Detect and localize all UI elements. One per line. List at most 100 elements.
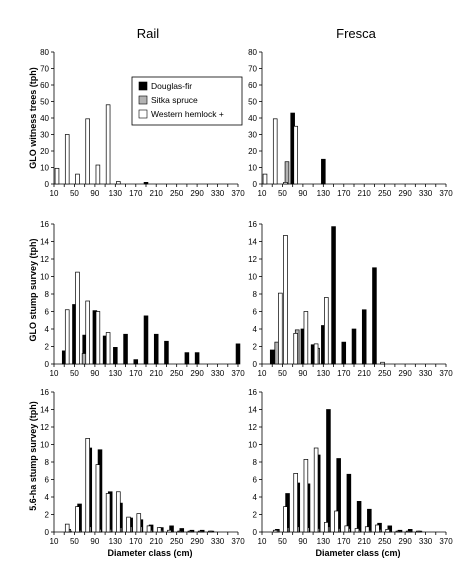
- x-axis-label-fresca: Diameter class (cm): [315, 548, 400, 558]
- bar-western-hemlock: [85, 438, 90, 533]
- y-tick-label: 8: [45, 290, 50, 299]
- x-tick-label: 10: [258, 369, 267, 378]
- y-tick-label: 50: [248, 98, 257, 107]
- bar-douglas-fir: [143, 315, 149, 365]
- y-tick-label: 8: [45, 458, 50, 467]
- x-tick-label: 170: [337, 537, 351, 546]
- bar-western-hemlock: [136, 513, 142, 533]
- y-tick-label: 4: [253, 493, 258, 502]
- x-tick-label: 90: [298, 369, 307, 378]
- x-tick-label: 130: [317, 537, 331, 546]
- y-tick-label: 2: [45, 343, 50, 352]
- bar-western-hemlock: [324, 522, 329, 533]
- y-tick-label: 2: [253, 343, 258, 352]
- y-tick-label: 30: [248, 131, 257, 140]
- bar-western-hemlock: [197, 530, 203, 533]
- x-tick-label: 50: [278, 369, 287, 378]
- bar-douglas-fir: [326, 409, 331, 533]
- bar-douglas-fir: [164, 340, 169, 365]
- x-tick-label: 170: [129, 189, 143, 198]
- bar-western-hemlock: [64, 523, 70, 533]
- bar-western-hemlock: [272, 118, 278, 185]
- x-tick-label: 170: [337, 369, 351, 378]
- x-tick-label: 50: [70, 369, 79, 378]
- bar-western-hemlock: [380, 361, 385, 365]
- panel-glo-stump-fresca: 0 2 4 6 8 10 12 14 16 10 50 90 130 170 210 250 290 330 370: [248, 220, 453, 378]
- bar-sitka-spruce: [284, 161, 290, 185]
- x-tick-label: 290: [398, 189, 412, 198]
- bar-western-hemlock: [95, 164, 101, 185]
- panel-glo-stump-rail: 0 2 4 6 8 10 12 14 16 10 50 90 130 170 210 250 290 330 370: [40, 220, 245, 378]
- panel-ha-stump-rail: 0 2 4 6 8 10 12 14 16 10 50 90 130 170 210 250 290 330 370: [40, 388, 245, 546]
- bar-western-hemlock: [85, 118, 90, 185]
- y-tick-label: 6: [45, 476, 50, 485]
- y-tick-label: 16: [248, 388, 257, 397]
- y-tick-label: 16: [40, 220, 49, 229]
- x-tick-label: 330: [211, 369, 225, 378]
- x-tick-label: 250: [170, 189, 184, 198]
- bar-douglas-fir: [341, 341, 347, 365]
- y-tick-label: 0: [253, 180, 258, 189]
- y-axis-label-glo-stump: GLO stump survey (tph): [28, 238, 38, 341]
- x-tick-label: 370: [439, 189, 453, 198]
- x-tick-label: 250: [378, 189, 392, 198]
- x-tick-label: 130: [109, 369, 123, 378]
- x-tick-label: 370: [439, 369, 453, 378]
- y-tick-label: 14: [40, 406, 49, 415]
- x-tick-label: 50: [70, 537, 79, 546]
- y-tick-label: 40: [40, 114, 49, 123]
- bar-douglas-fir: [372, 267, 377, 365]
- x-tick-label: 290: [190, 369, 204, 378]
- bar-western-hemlock: [208, 530, 213, 533]
- bar-western-hemlock: [75, 506, 80, 533]
- legend-label-western-hemlock: Western hemlock +: [151, 109, 224, 119]
- x-tick-label: 50: [278, 189, 287, 198]
- bar-western-hemlock: [105, 493, 111, 533]
- bar-western-hemlock: [75, 173, 80, 185]
- y-tick-label: 10: [40, 441, 49, 450]
- bar-western-hemlock: [283, 235, 288, 365]
- y-tick-label: 10: [248, 441, 257, 450]
- y-tick-label: 4: [253, 325, 258, 334]
- bar-western-hemlock: [354, 528, 360, 533]
- bar-douglas-fir: [321, 158, 326, 185]
- bar-western-hemlock: [313, 343, 319, 365]
- bar-western-hemlock: [278, 292, 283, 365]
- bar-western-hemlock: [105, 104, 111, 185]
- bar-douglas-fir: [235, 343, 241, 365]
- y-tick-label: 70: [248, 65, 257, 74]
- bar-western-hemlock: [283, 182, 288, 185]
- x-tick-label: 250: [170, 537, 184, 546]
- y-tick-label: 0: [45, 360, 50, 369]
- bar-western-hemlock: [177, 530, 182, 533]
- x-tick-label: 10: [258, 537, 267, 546]
- y-tick-label: 14: [248, 238, 257, 247]
- bar-western-hemlock: [416, 530, 421, 533]
- bar-western-hemlock: [95, 464, 101, 533]
- y-tick-label: 10: [248, 164, 257, 173]
- legend-label-douglas-fir: Douglas-fir: [151, 81, 192, 91]
- bar-western-hemlock: [116, 181, 121, 185]
- bar-western-hemlock: [75, 271, 80, 365]
- x-tick-label: 210: [150, 537, 164, 546]
- bar-western-hemlock: [375, 524, 380, 533]
- bar-western-hemlock: [126, 516, 131, 533]
- y-tick-label: 0: [253, 360, 258, 369]
- x-tick-label: 210: [150, 369, 164, 378]
- bar-douglas-fir: [194, 352, 200, 365]
- y-tick-label: 12: [40, 423, 49, 432]
- bar-western-hemlock: [313, 447, 319, 533]
- y-tick-label: 4: [45, 493, 50, 502]
- y-tick-label: 20: [40, 147, 49, 156]
- x-tick-label: 10: [50, 537, 59, 546]
- bar-western-hemlock: [262, 173, 268, 185]
- bar-western-hemlock: [116, 491, 121, 533]
- x-tick-label: 370: [231, 189, 245, 198]
- bar-western-hemlock: [303, 459, 309, 533]
- x-tick-label: 130: [317, 189, 331, 198]
- y-tick-label: 0: [45, 180, 50, 189]
- y-tick-label: 80: [248, 48, 257, 57]
- y-tick-label: 12: [248, 255, 257, 264]
- bar-western-hemlock: [64, 134, 70, 185]
